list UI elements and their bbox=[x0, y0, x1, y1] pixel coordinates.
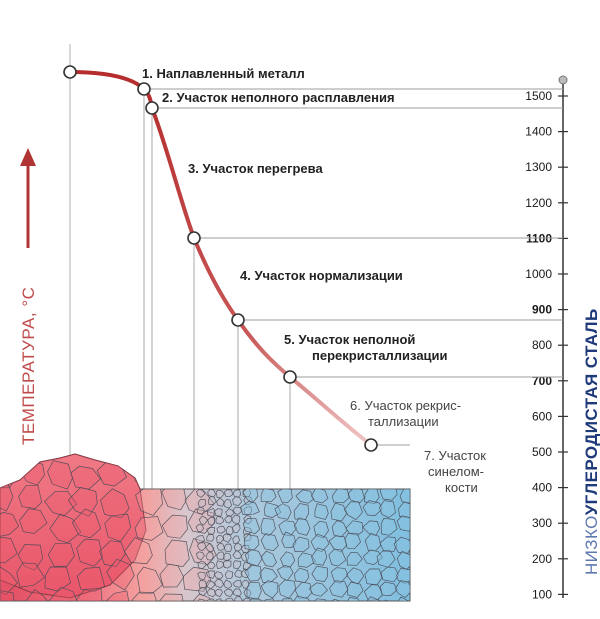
temperature-tick-label: 900 bbox=[532, 303, 552, 317]
curve-point-1 bbox=[63, 65, 77, 79]
curve-points bbox=[63, 65, 378, 452]
zone-label-7-line-3: кости bbox=[445, 480, 478, 495]
temperature-axis-cap bbox=[558, 75, 568, 85]
curve-point-7 bbox=[364, 438, 378, 452]
temperature-tick-label: 100 bbox=[532, 587, 552, 601]
zone-label-3: 3. Участок перегрева bbox=[188, 161, 323, 176]
curve-point-2 bbox=[137, 82, 151, 96]
steel-type-label: НИЗКОУГЛЕРОДИСТАЯ СТАЛЬ bbox=[582, 308, 600, 575]
temperature-tick-label: 1500 bbox=[525, 89, 552, 103]
temperature-tick-label: 700 bbox=[532, 374, 552, 388]
temperature-tick-label: 1000 bbox=[525, 267, 552, 281]
curve-point-3 bbox=[145, 101, 159, 115]
zone-label-6-line-2: таллизации bbox=[368, 414, 439, 429]
temperature-curve bbox=[68, 70, 373, 447]
temperature-tick-label: 600 bbox=[532, 409, 552, 423]
zone-label-5-line-2: перекристаллизации bbox=[312, 348, 448, 363]
temperature-arrow-icon bbox=[20, 148, 36, 248]
zone-label-2: 2. Участок неполного расплавления bbox=[162, 90, 395, 105]
temperature-tick-label: 500 bbox=[532, 445, 552, 459]
temperature-ticks: 1500140013001200110010009008007006005004… bbox=[525, 89, 568, 601]
steel-type-prefix: НИЗКО bbox=[582, 515, 600, 575]
weld-bead bbox=[0, 453, 147, 599]
zone-label-7-line-2: синелом- bbox=[428, 464, 484, 479]
zone-label-4: 4. Участок нормализации bbox=[240, 268, 403, 283]
temperature-tick-label: 300 bbox=[532, 516, 552, 530]
temperature-tick-label: 1200 bbox=[525, 196, 552, 210]
zone-label-6: 6. Участок рекрис- bbox=[350, 398, 461, 413]
zone-label-7: 7. Участок bbox=[424, 448, 486, 463]
guide-lines bbox=[144, 88, 563, 446]
zone-label-1: 1. Наплавленный металл bbox=[142, 66, 305, 81]
metal-cross-section bbox=[0, 453, 411, 602]
drop-lines bbox=[143, 89, 291, 492]
temperature-tick-label: 800 bbox=[532, 338, 552, 352]
curve-point-6 bbox=[283, 370, 297, 384]
temperature-tick-label: 400 bbox=[532, 481, 552, 495]
curve-point-4 bbox=[187, 231, 201, 245]
temperature-tick-label: 1300 bbox=[525, 160, 552, 174]
temperature-tick-label: 200 bbox=[532, 552, 552, 566]
temperature-tick-label: 1400 bbox=[525, 125, 552, 139]
steel-type-main: УГЛЕРОДИСТАЯ СТАЛЬ bbox=[582, 308, 600, 515]
y-axis-label: ТЕМПЕРАТУРА, °C bbox=[19, 287, 38, 445]
zone-label-5: 5. Участок неполной bbox=[284, 332, 415, 347]
metal-grains bbox=[0, 458, 410, 601]
curve-point-5 bbox=[231, 313, 245, 327]
